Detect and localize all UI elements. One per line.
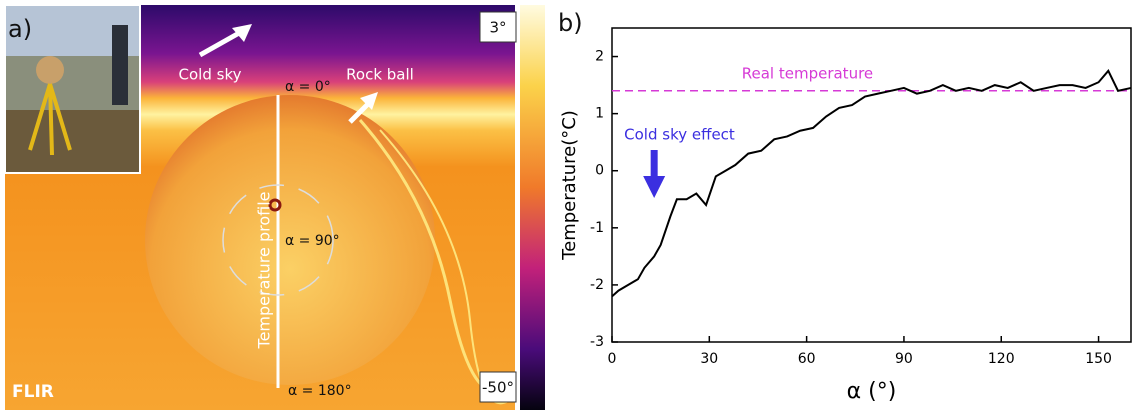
panel-label: a) [8,15,32,43]
x-tick-label: 120 [988,351,1015,367]
annotation: Cold sky effect [624,126,735,144]
logo: FLIR [12,382,54,402]
x-tick-label: 0 [608,351,617,367]
reference-label: Real temperature [742,64,873,82]
annotation: Cold sky [179,66,242,84]
x-tick-label: 30 [700,351,718,367]
y-tick-label: -3 [590,334,604,350]
rock-ball [145,95,435,385]
x-axis-label: α (°) [847,379,897,404]
x-tick-label: 90 [895,351,913,367]
photo-person [112,25,128,105]
annotation: Rock ball [346,66,414,84]
profile-label: Temperature profile [255,192,274,350]
colorbar-min: -50° [482,379,514,397]
marker [268,198,282,212]
arrow-head [232,24,252,42]
colorbar [520,5,545,410]
annotation: α = 0° [285,79,331,95]
plot-frame [611,27,1132,343]
scale-box [479,371,517,403]
y-tick-label: 2 [595,49,604,65]
annotation: α = 180° [288,383,352,399]
crosshair [222,184,334,296]
x-tick-label: 150 [1085,351,1112,367]
y-tick-label: -2 [590,277,604,293]
x-tick-label: 60 [798,351,816,367]
panel-label: b) [558,9,583,37]
annotation: α = 90° [285,233,340,249]
scale-box [479,11,517,43]
thermal-image [4,4,545,410]
arrow-head [360,92,378,110]
annotation-arrowhead [643,176,666,198]
data-line [611,69,1132,298]
photo-ball [36,56,64,84]
photo-tripod [28,83,72,156]
photo-ground [6,110,139,172]
y-tick-label: -1 [590,220,604,236]
colorbar-max: 3° [489,19,506,37]
y-tick-label: 0 [595,163,604,179]
y-tick-label: 1 [595,106,604,122]
y-axis-label: Temperature(°C) [559,110,580,261]
